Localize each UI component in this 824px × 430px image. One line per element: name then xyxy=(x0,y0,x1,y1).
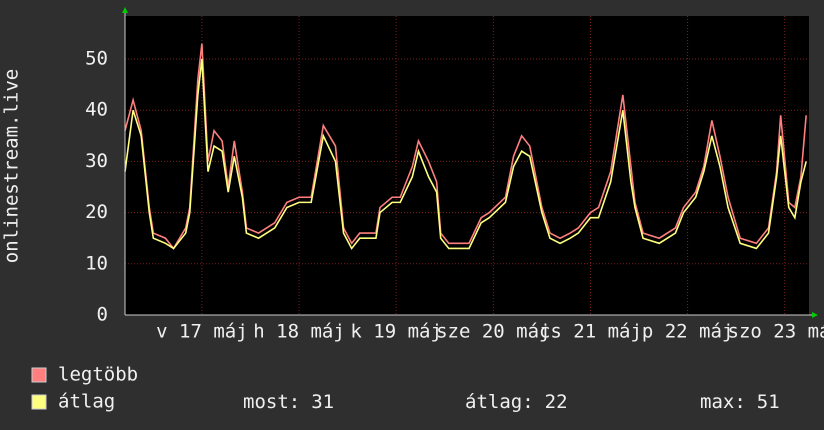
plot xyxy=(124,16,809,316)
x-tick-label: szo 23 máj xyxy=(728,321,824,343)
y-tick-label: 30 xyxy=(85,150,108,172)
stat: max: 51 xyxy=(700,391,780,413)
plot-area xyxy=(125,16,809,315)
stat-value: 51 xyxy=(757,391,780,413)
stat-label: max: xyxy=(700,391,746,413)
stat-value: 22 xyxy=(545,391,568,413)
series-line xyxy=(124,43,807,250)
y-axis-label: onlinestream.live xyxy=(1,69,23,263)
x-tick-label: p 22 máj xyxy=(642,321,734,343)
y-tick-label: 40 xyxy=(85,99,108,121)
y-tick-label: 0 xyxy=(97,304,108,326)
x-arrow xyxy=(812,312,818,318)
x-tick-label: k 19 máj xyxy=(350,321,442,343)
y-tick-label: 10 xyxy=(85,252,108,274)
y-tick-label: 20 xyxy=(85,201,108,223)
legend-label: legtöbb xyxy=(58,364,138,386)
series-line xyxy=(124,58,807,250)
stat-label: átlag: xyxy=(465,391,534,413)
stat-value: 31 xyxy=(311,391,334,413)
x-tick-label: v 17 máj xyxy=(156,321,248,343)
legend-swatch xyxy=(31,367,47,383)
legend-swatch xyxy=(31,394,47,410)
y-tick-label: 50 xyxy=(85,48,108,70)
x-tick-label: sze 20 máj xyxy=(436,321,550,343)
y-arrow xyxy=(122,7,128,13)
stat: most: 31 xyxy=(243,391,334,413)
stat-label: most: xyxy=(243,391,300,413)
x-tick-label: h 18 máj xyxy=(253,321,345,343)
legend-label: átlag xyxy=(58,391,115,413)
x-tick-label: cs 21 máj xyxy=(539,321,642,343)
stat: átlag: 22 xyxy=(465,391,568,413)
